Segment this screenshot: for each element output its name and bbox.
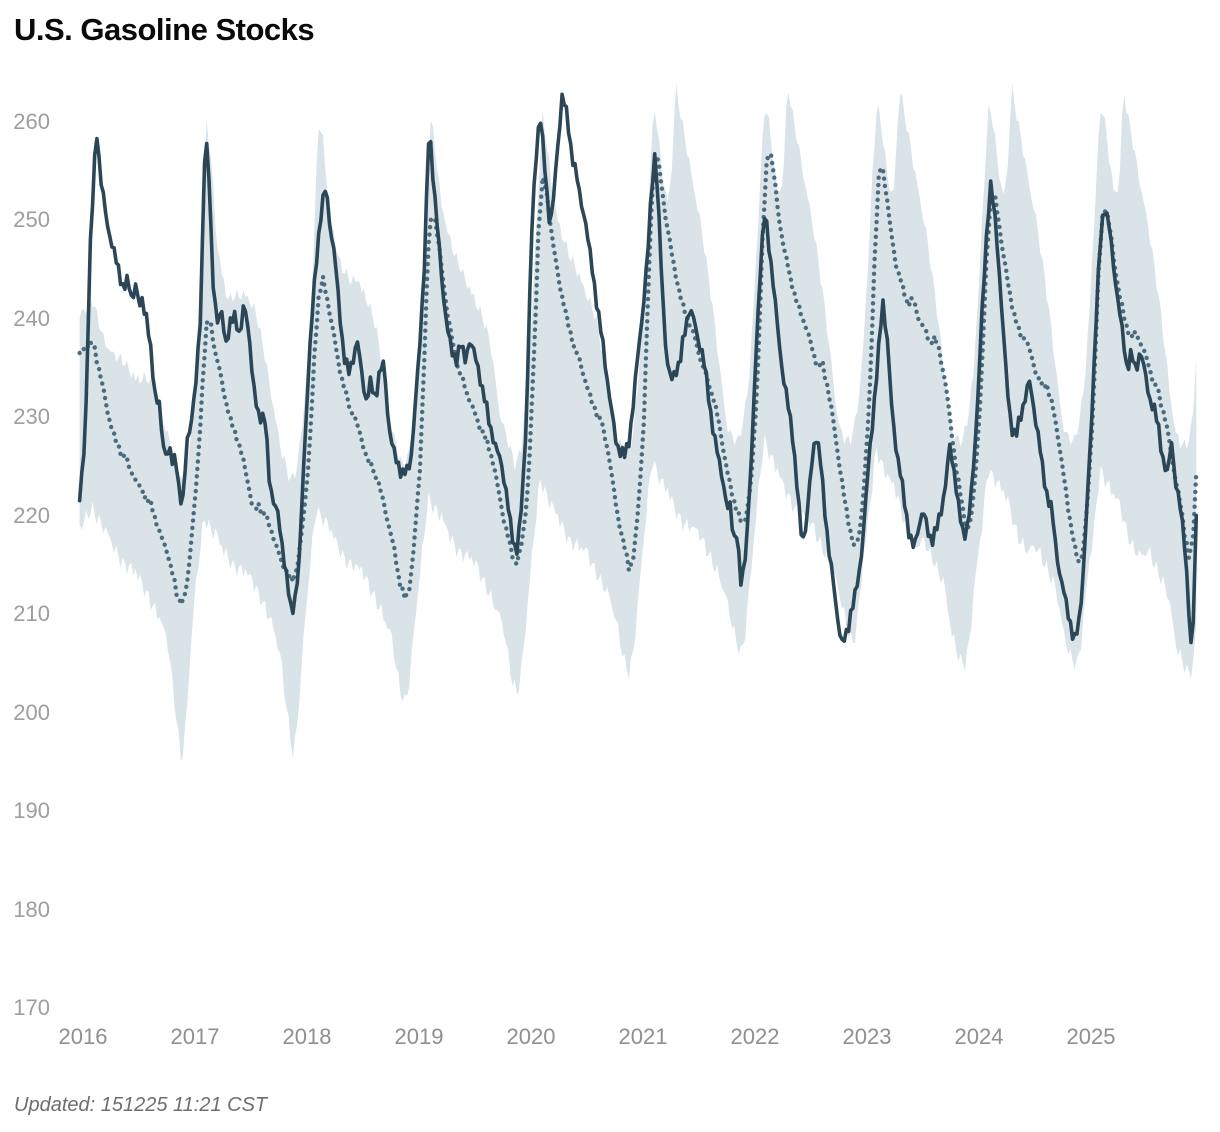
x-tick-label: 2020 <box>506 1024 556 1049</box>
y-tick-label: 200 <box>13 699 50 725</box>
weekly-stocks-line <box>77 92 1199 645</box>
x-tick-label: 2016 <box>58 1024 108 1049</box>
y-tick-label: 250 <box>13 207 50 232</box>
y-tick-label: 180 <box>13 896 50 922</box>
y-tick-label: 210 <box>13 601 50 626</box>
x-tick-label: 2025 <box>1066 1024 1116 1049</box>
five-year-average-line <box>77 149 1199 612</box>
y-tick-label: 240 <box>13 305 50 331</box>
x-tick-label: 2017 <box>170 1024 220 1049</box>
y-tick-label: 170 <box>13 995 50 1020</box>
y-tick-label: 190 <box>13 798 50 823</box>
y-tick-label: 220 <box>13 502 50 528</box>
x-tick-label: 2019 <box>394 1024 444 1049</box>
updated-timestamp: Updated: 151225 11:21 CST <box>14 1094 268 1116</box>
x-tick-label: 2023 <box>842 1024 892 1049</box>
x-tick-label: 2018 <box>282 1024 332 1049</box>
y-tick-label: 260 <box>13 108 50 134</box>
x-tick-label: 2022 <box>730 1024 780 1049</box>
x-tick-label: 2021 <box>618 1024 668 1049</box>
five-year-range-band <box>79 83 1197 762</box>
x-tick-label: 2024 <box>954 1024 1004 1049</box>
y-tick-label: 230 <box>13 404 50 429</box>
page-title: U.S. Gasoline Stocks <box>14 12 315 47</box>
